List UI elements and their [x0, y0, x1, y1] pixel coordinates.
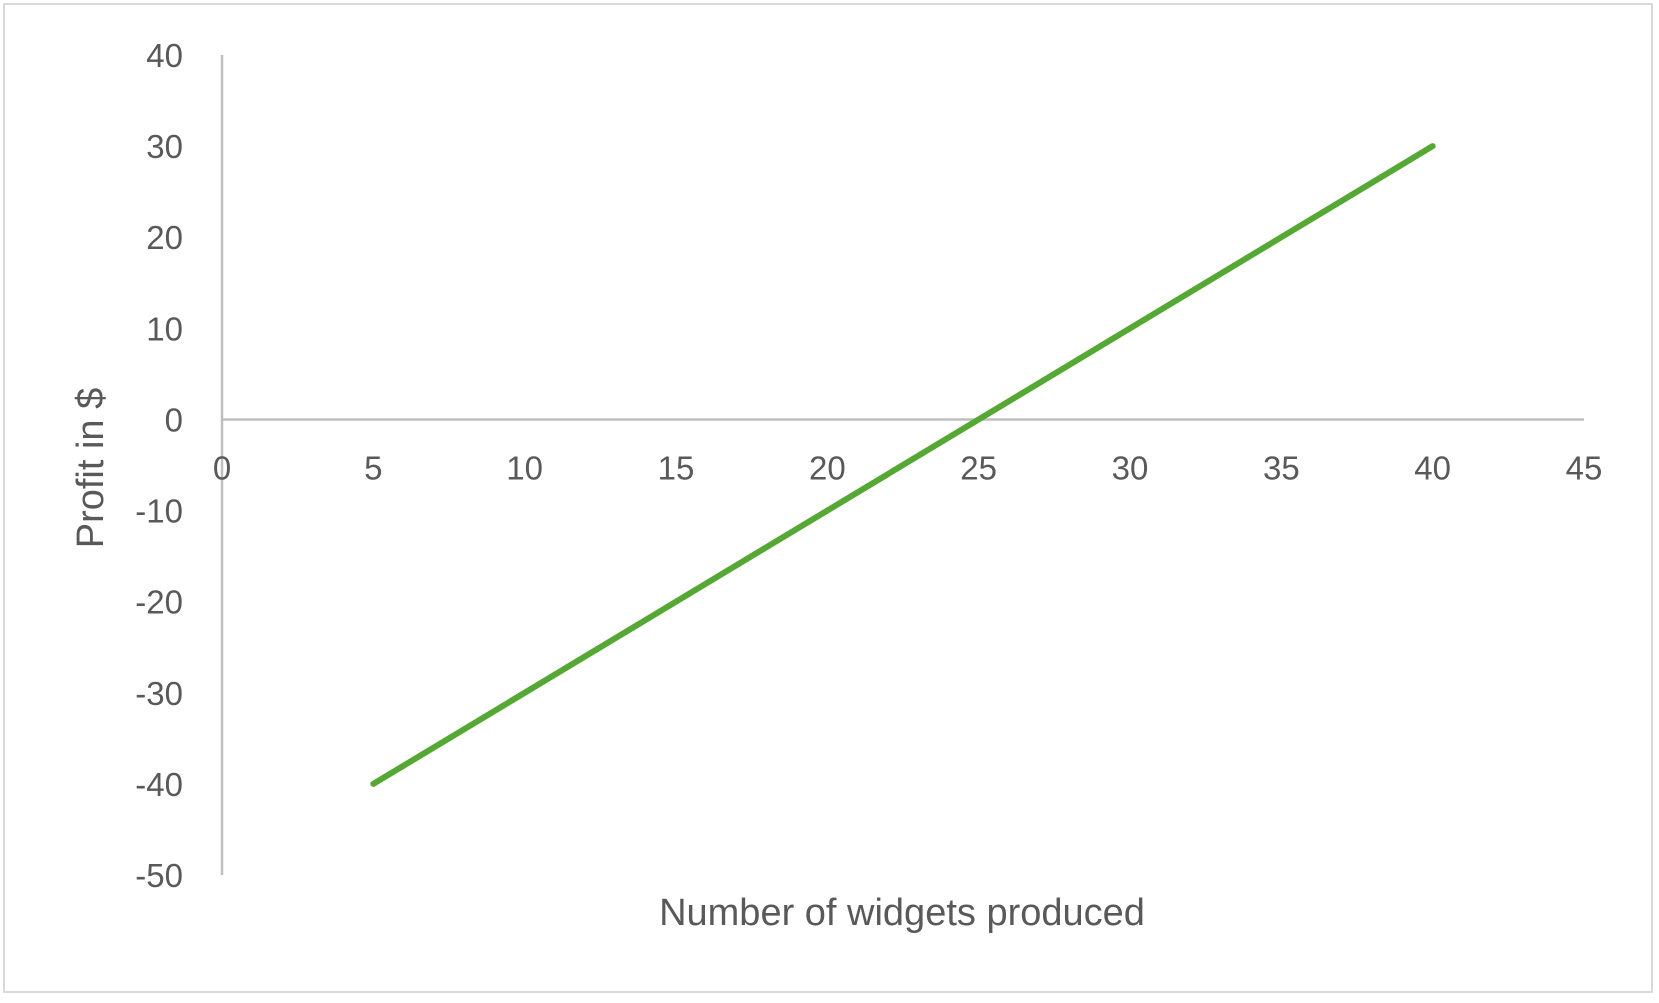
series-line — [370, 143, 1436, 787]
y-axis-title: Profit in $ — [70, 388, 112, 549]
series-group — [370, 143, 1436, 787]
y-tick-label: -20 — [135, 584, 183, 621]
x-tick-label: 10 — [506, 449, 543, 486]
y-tick-label: 10 — [146, 310, 183, 347]
chart-border — [3, 3, 1653, 993]
y-tick-label: -50 — [135, 857, 183, 894]
x-tick-label: 25 — [960, 449, 997, 486]
y-tick-label: 40 — [146, 37, 183, 74]
y-tick-label: 0 — [165, 401, 183, 438]
x-tick-label: 5 — [364, 449, 382, 486]
x-tick-labels: 0 5 10 15 20 25 30 35 40 45 — [213, 449, 1603, 486]
y-tick-label: -10 — [135, 493, 183, 530]
x-tick-label: 0 — [213, 449, 231, 486]
x-tick-label: 20 — [809, 449, 846, 486]
x-tick-label: 35 — [1263, 449, 1300, 486]
x-tick-label: 45 — [1566, 449, 1603, 486]
y-tick-label: 20 — [146, 219, 183, 256]
axes — [220, 55, 1584, 875]
x-tick-label: 40 — [1414, 449, 1451, 486]
y-tick-label: -30 — [135, 675, 183, 712]
y-tick-labels: 40 30 20 10 0 -10 -20 -30 -40 -50 — [135, 37, 183, 894]
x-tick-label: 15 — [658, 449, 695, 486]
x-axis-title: Number of widgets produced — [659, 892, 1145, 934]
y-tick-label: -40 — [135, 766, 183, 803]
y-tick-label: 30 — [146, 128, 183, 165]
x-tick-label: 30 — [1112, 449, 1149, 486]
